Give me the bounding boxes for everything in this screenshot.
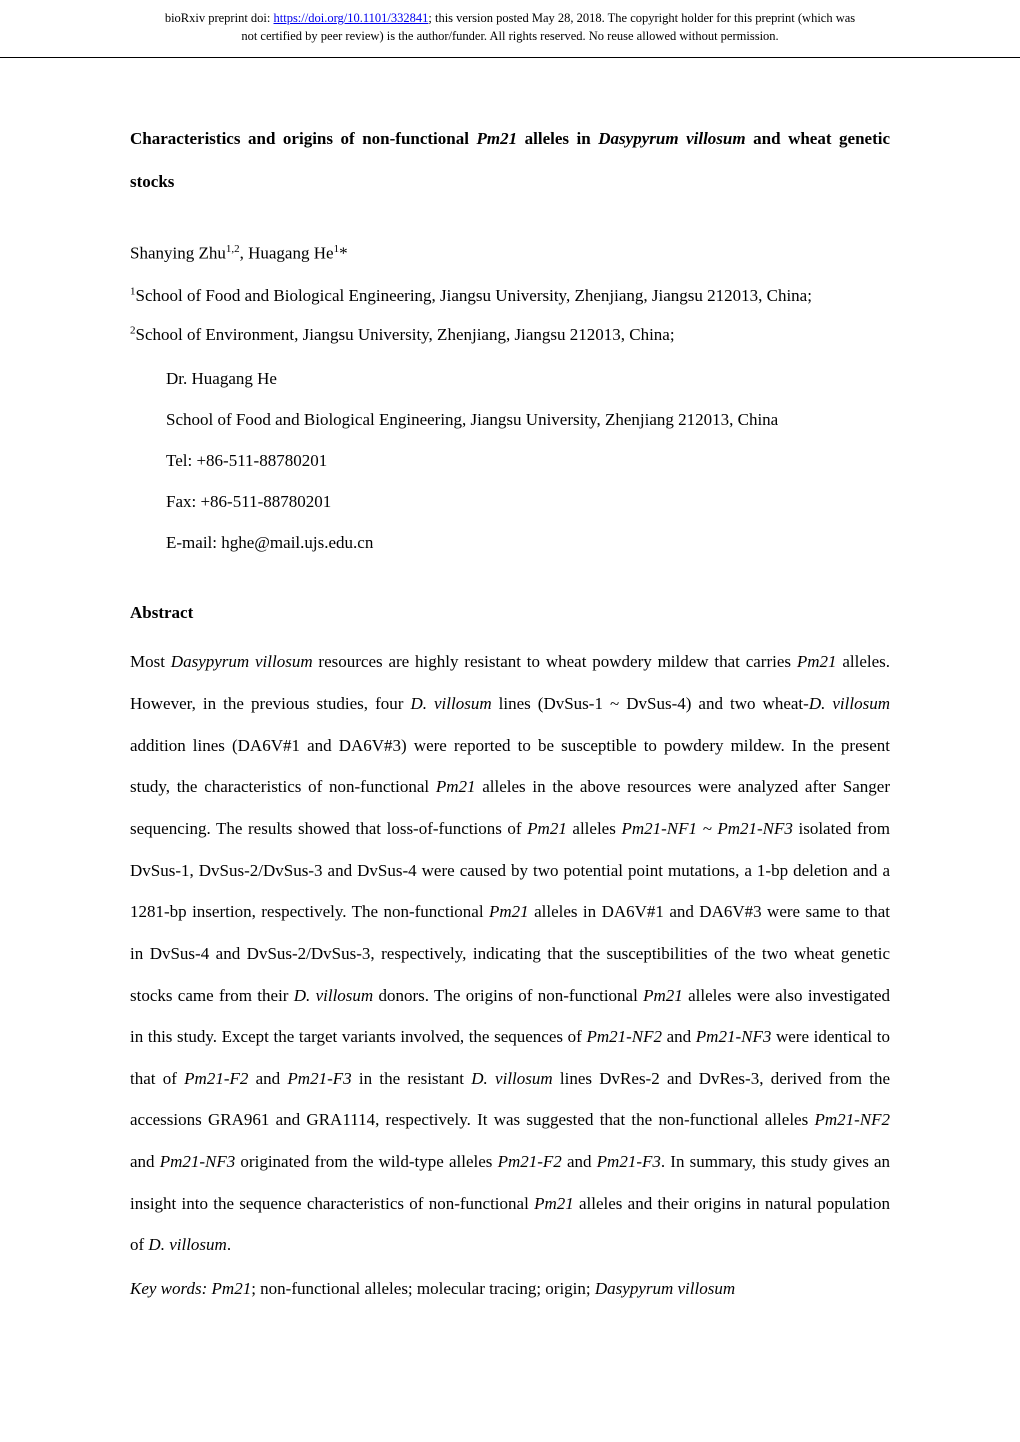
abs-p13: alleles	[567, 819, 622, 838]
abs-p8: D. villosum	[809, 694, 890, 713]
abs-p28: Pm21-F3	[287, 1069, 351, 1088]
abstract-body: Most Dasypyrum villosum resources are hi…	[130, 641, 890, 1266]
abstract-heading: Abstract	[130, 603, 890, 623]
header-suffix: ; this version posted May 28, 2018. The …	[428, 11, 855, 25]
preprint-header: bioRxiv preprint doi: https://doi.org/10…	[0, 0, 1020, 58]
abs-p29: in the resistant	[352, 1069, 472, 1088]
affiliation-2: 2School of Environment, Jiangsu Universi…	[130, 321, 890, 350]
abs-p6: D. villosum	[410, 694, 491, 713]
keywords-line: Key words: Pm21; non-functional alleles;…	[130, 1268, 890, 1310]
abs-p37: and	[562, 1152, 597, 1171]
abs-p19: donors. The origins of non-functional	[373, 986, 643, 1005]
abs-p3: resources are highly resistant to wheat …	[313, 652, 797, 671]
contact-name: Dr. Huagang He	[166, 359, 890, 400]
abs-p24: Pm21-NF3	[696, 1027, 772, 1046]
abs-p7: lines (DvSus-1 ~ DvSus-4) and two wheat-	[492, 694, 809, 713]
contact-email: E-mail: hghe@mail.ujs.edu.cn	[166, 523, 890, 564]
abs-p23: and	[662, 1027, 696, 1046]
abs-p18: D. villosum	[294, 986, 373, 1005]
title-part1: Characteristics and origins of non-funct…	[130, 129, 477, 148]
kw-2: ; non-functional alleles; molecular trac…	[251, 1279, 595, 1298]
abs-p38: Pm21-F3	[597, 1152, 661, 1171]
aff2-text: School of Environment, Jiangsu Universit…	[136, 325, 675, 344]
abs-p35: originated from the wild-type alleles	[235, 1152, 497, 1171]
abs-p42: D. villosum	[148, 1235, 226, 1254]
abs-p20: Pm21	[643, 986, 683, 1005]
contact-block: Dr. Huagang He School of Food and Biolog…	[130, 359, 890, 563]
contact-fax: Fax: +86-511-88780201	[166, 482, 890, 523]
abs-p1: Most	[130, 652, 171, 671]
contact-tel: Tel: +86-511-88780201	[166, 441, 890, 482]
corresponding-asterisk: *	[339, 244, 348, 263]
abs-p43: .	[227, 1235, 231, 1254]
title-part3: alleles in	[517, 129, 598, 148]
title-section: Characteristics and origins of non-funct…	[130, 118, 890, 203]
paper-content: Characteristics and origins of non-funct…	[0, 58, 1020, 1370]
kw-1: Key words: Pm21	[130, 1279, 251, 1298]
author-1: Shanying Zhu	[130, 244, 226, 263]
abs-p40: Pm21	[534, 1194, 574, 1213]
contact-address: School of Food and Biological Engineerin…	[166, 400, 890, 441]
abs-p27: and	[248, 1069, 287, 1088]
abs-p32: Pm21-NF2	[814, 1110, 890, 1129]
abs-p36: Pm21-F2	[498, 1152, 562, 1171]
author-2: , Huagang He	[240, 244, 334, 263]
doi-link[interactable]: https://doi.org/10.1101/332841	[274, 11, 429, 25]
abs-p2: Dasypyrum villosum	[171, 652, 313, 671]
aff1-text: School of Food and Biological Engineerin…	[136, 286, 812, 305]
abs-p22: Pm21-NF2	[586, 1027, 662, 1046]
title-part2: Pm21	[477, 129, 518, 148]
abs-p30: D. villosum	[471, 1069, 552, 1088]
author-1-sup: 1,2	[226, 243, 240, 255]
paper-title: Characteristics and origins of non-funct…	[130, 118, 890, 203]
header-prefix: bioRxiv preprint doi:	[165, 11, 274, 25]
abs-p10: Pm21	[436, 777, 476, 796]
abs-p34: Pm21-NF3	[160, 1152, 236, 1171]
header-line-1: bioRxiv preprint doi: https://doi.org/10…	[60, 10, 960, 28]
authors-line: Shanying Zhu1,2, Huagang He1*	[130, 243, 890, 264]
abs-p26: Pm21-F2	[184, 1069, 248, 1088]
kw-3: Dasypyrum villosum	[595, 1279, 735, 1298]
abs-p14: Pm21-NF1 ~ Pm21-NF3	[621, 819, 792, 838]
header-line-2: not certified by peer review) is the aut…	[60, 28, 960, 46]
abs-p16: Pm21	[489, 902, 529, 921]
abs-p12: Pm21	[527, 819, 567, 838]
abs-p33: and	[130, 1152, 160, 1171]
abs-p4: Pm21	[797, 652, 837, 671]
title-part4: Dasypyrum villosum	[598, 129, 745, 148]
affiliation-1: 1School of Food and Biological Engineeri…	[130, 282, 890, 311]
